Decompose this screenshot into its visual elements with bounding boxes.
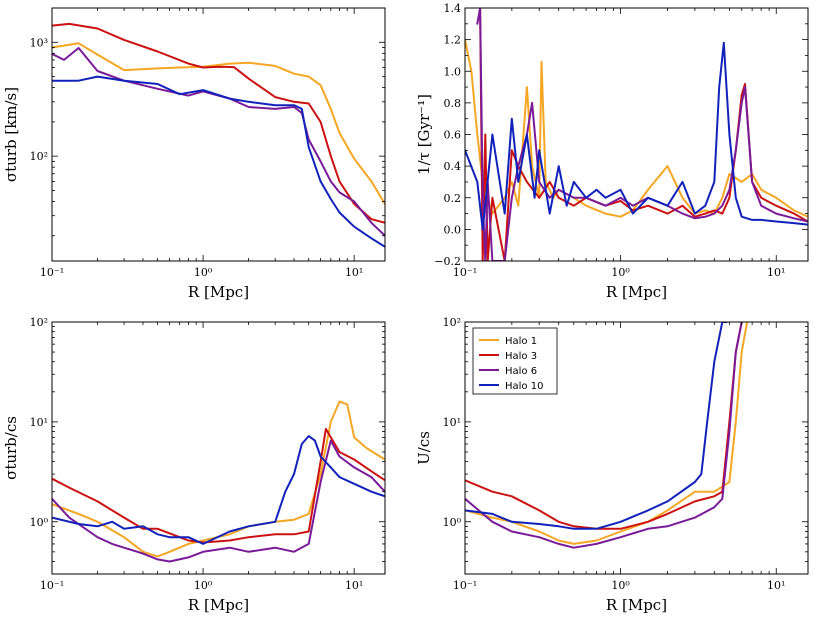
y-tick-label: −0.2	[434, 255, 461, 268]
y-axis-label: 1/τ [Gyr⁻¹]	[415, 94, 433, 175]
y-tick-label: 10²	[443, 316, 461, 329]
x-tick-label: 10⁻¹	[453, 266, 477, 279]
axes-frame	[51, 321, 386, 575]
x-tick-label: 10⁻¹	[40, 579, 64, 592]
series-line-halo-6	[52, 47, 385, 237]
y-axis-label: σturb [km/s]	[2, 87, 20, 182]
y-axis-label: U/cs	[415, 431, 433, 465]
legend-entry: Halo 3	[505, 351, 537, 362]
y-tick-label: 0.6	[444, 129, 462, 142]
x-tick-label: 10⁻¹	[453, 579, 477, 592]
y-tick-label: 10³	[30, 36, 48, 49]
x-tick-label: 10¹	[345, 266, 363, 279]
x-tick-label: 10⁻¹	[40, 266, 64, 279]
axes-frame	[51, 7, 386, 262]
x-tick-label: 10¹	[767, 266, 785, 279]
legend-entry: Halo 1	[505, 336, 537, 347]
series-line-halo-1	[465, 38, 808, 218]
x-axis-label: R [Mpc]	[606, 283, 667, 301]
y-tick-label: 10⁰	[443, 516, 462, 529]
x-tick-label: 10⁰	[194, 266, 213, 279]
y-tick-label: 0.0	[444, 223, 462, 236]
series-line-halo-6	[476, 8, 808, 261]
series-line-halo-1	[52, 42, 385, 205]
x-tick-label: 10¹	[767, 579, 785, 592]
series-group	[52, 22, 385, 248]
y-tick-label: 0.8	[444, 97, 462, 110]
y-tick-label: 1.4	[444, 2, 462, 15]
chart-panel-3: 10⁻¹ 10⁰ 10¹ 10⁰ 10¹ 10² R [Mpc] σturb/cs	[2, 316, 386, 614]
series-line-halo-10	[465, 41, 808, 231]
y-tick-label: 10¹	[30, 416, 48, 429]
legend: Halo 1 Halo 3 Halo 6 Halo 10	[472, 327, 558, 395]
x-tick-label: 10⁰	[611, 579, 630, 592]
series-line-halo-6	[465, 322, 743, 549]
y-tick-label: 1.2	[444, 34, 462, 47]
x-tick-label: 10⁰	[611, 266, 630, 279]
legend-entry: Halo 6	[505, 366, 537, 377]
series-group	[465, 322, 749, 549]
series-group	[465, 8, 808, 261]
chart-panel-2: 10⁻¹ 10⁰ 10¹ −0.2 0.0 0.2 0.4 0.6 0.8 1.0 1.2 1.4 R …	[415, 2, 809, 301]
series-line-halo-1	[52, 400, 385, 558]
x-axis-label: R [Mpc]	[606, 596, 667, 614]
x-tick-label: 10⁰	[194, 579, 213, 592]
series-line-halo-3	[52, 427, 385, 544]
series-line-halo-10	[52, 75, 385, 248]
chart-panel-1: 10⁻¹ 10⁰ 10¹ 10² 10³ R [Mpc] σturb [km/s]	[2, 7, 386, 301]
y-tick-label: 0.2	[444, 192, 462, 205]
y-axis-label: σturb/cs	[2, 416, 20, 480]
y-tick-label: 10⁰	[30, 516, 49, 529]
x-axis-label: R [Mpc]	[188, 283, 249, 301]
series-line-halo-3	[52, 22, 385, 224]
series-line-halo-10	[465, 322, 728, 530]
series-line-halo-1	[465, 322, 749, 545]
series-line-halo-10	[52, 435, 385, 545]
y-tick-label: 10²	[30, 316, 48, 329]
y-tick-label: 0.4	[444, 160, 462, 173]
x-axis-label: R [Mpc]	[188, 596, 249, 614]
series-line-halo-6	[52, 439, 385, 563]
axes-frame	[464, 321, 809, 575]
legend-entry: Halo 10	[505, 381, 543, 392]
axes-frame	[464, 7, 809, 262]
y-tick-label: 1.0	[444, 65, 462, 78]
y-tick-label: 10²	[30, 150, 48, 163]
y-tick-label: 10¹	[443, 416, 461, 429]
x-tick-label: 10¹	[345, 579, 363, 592]
series-group	[52, 400, 385, 563]
